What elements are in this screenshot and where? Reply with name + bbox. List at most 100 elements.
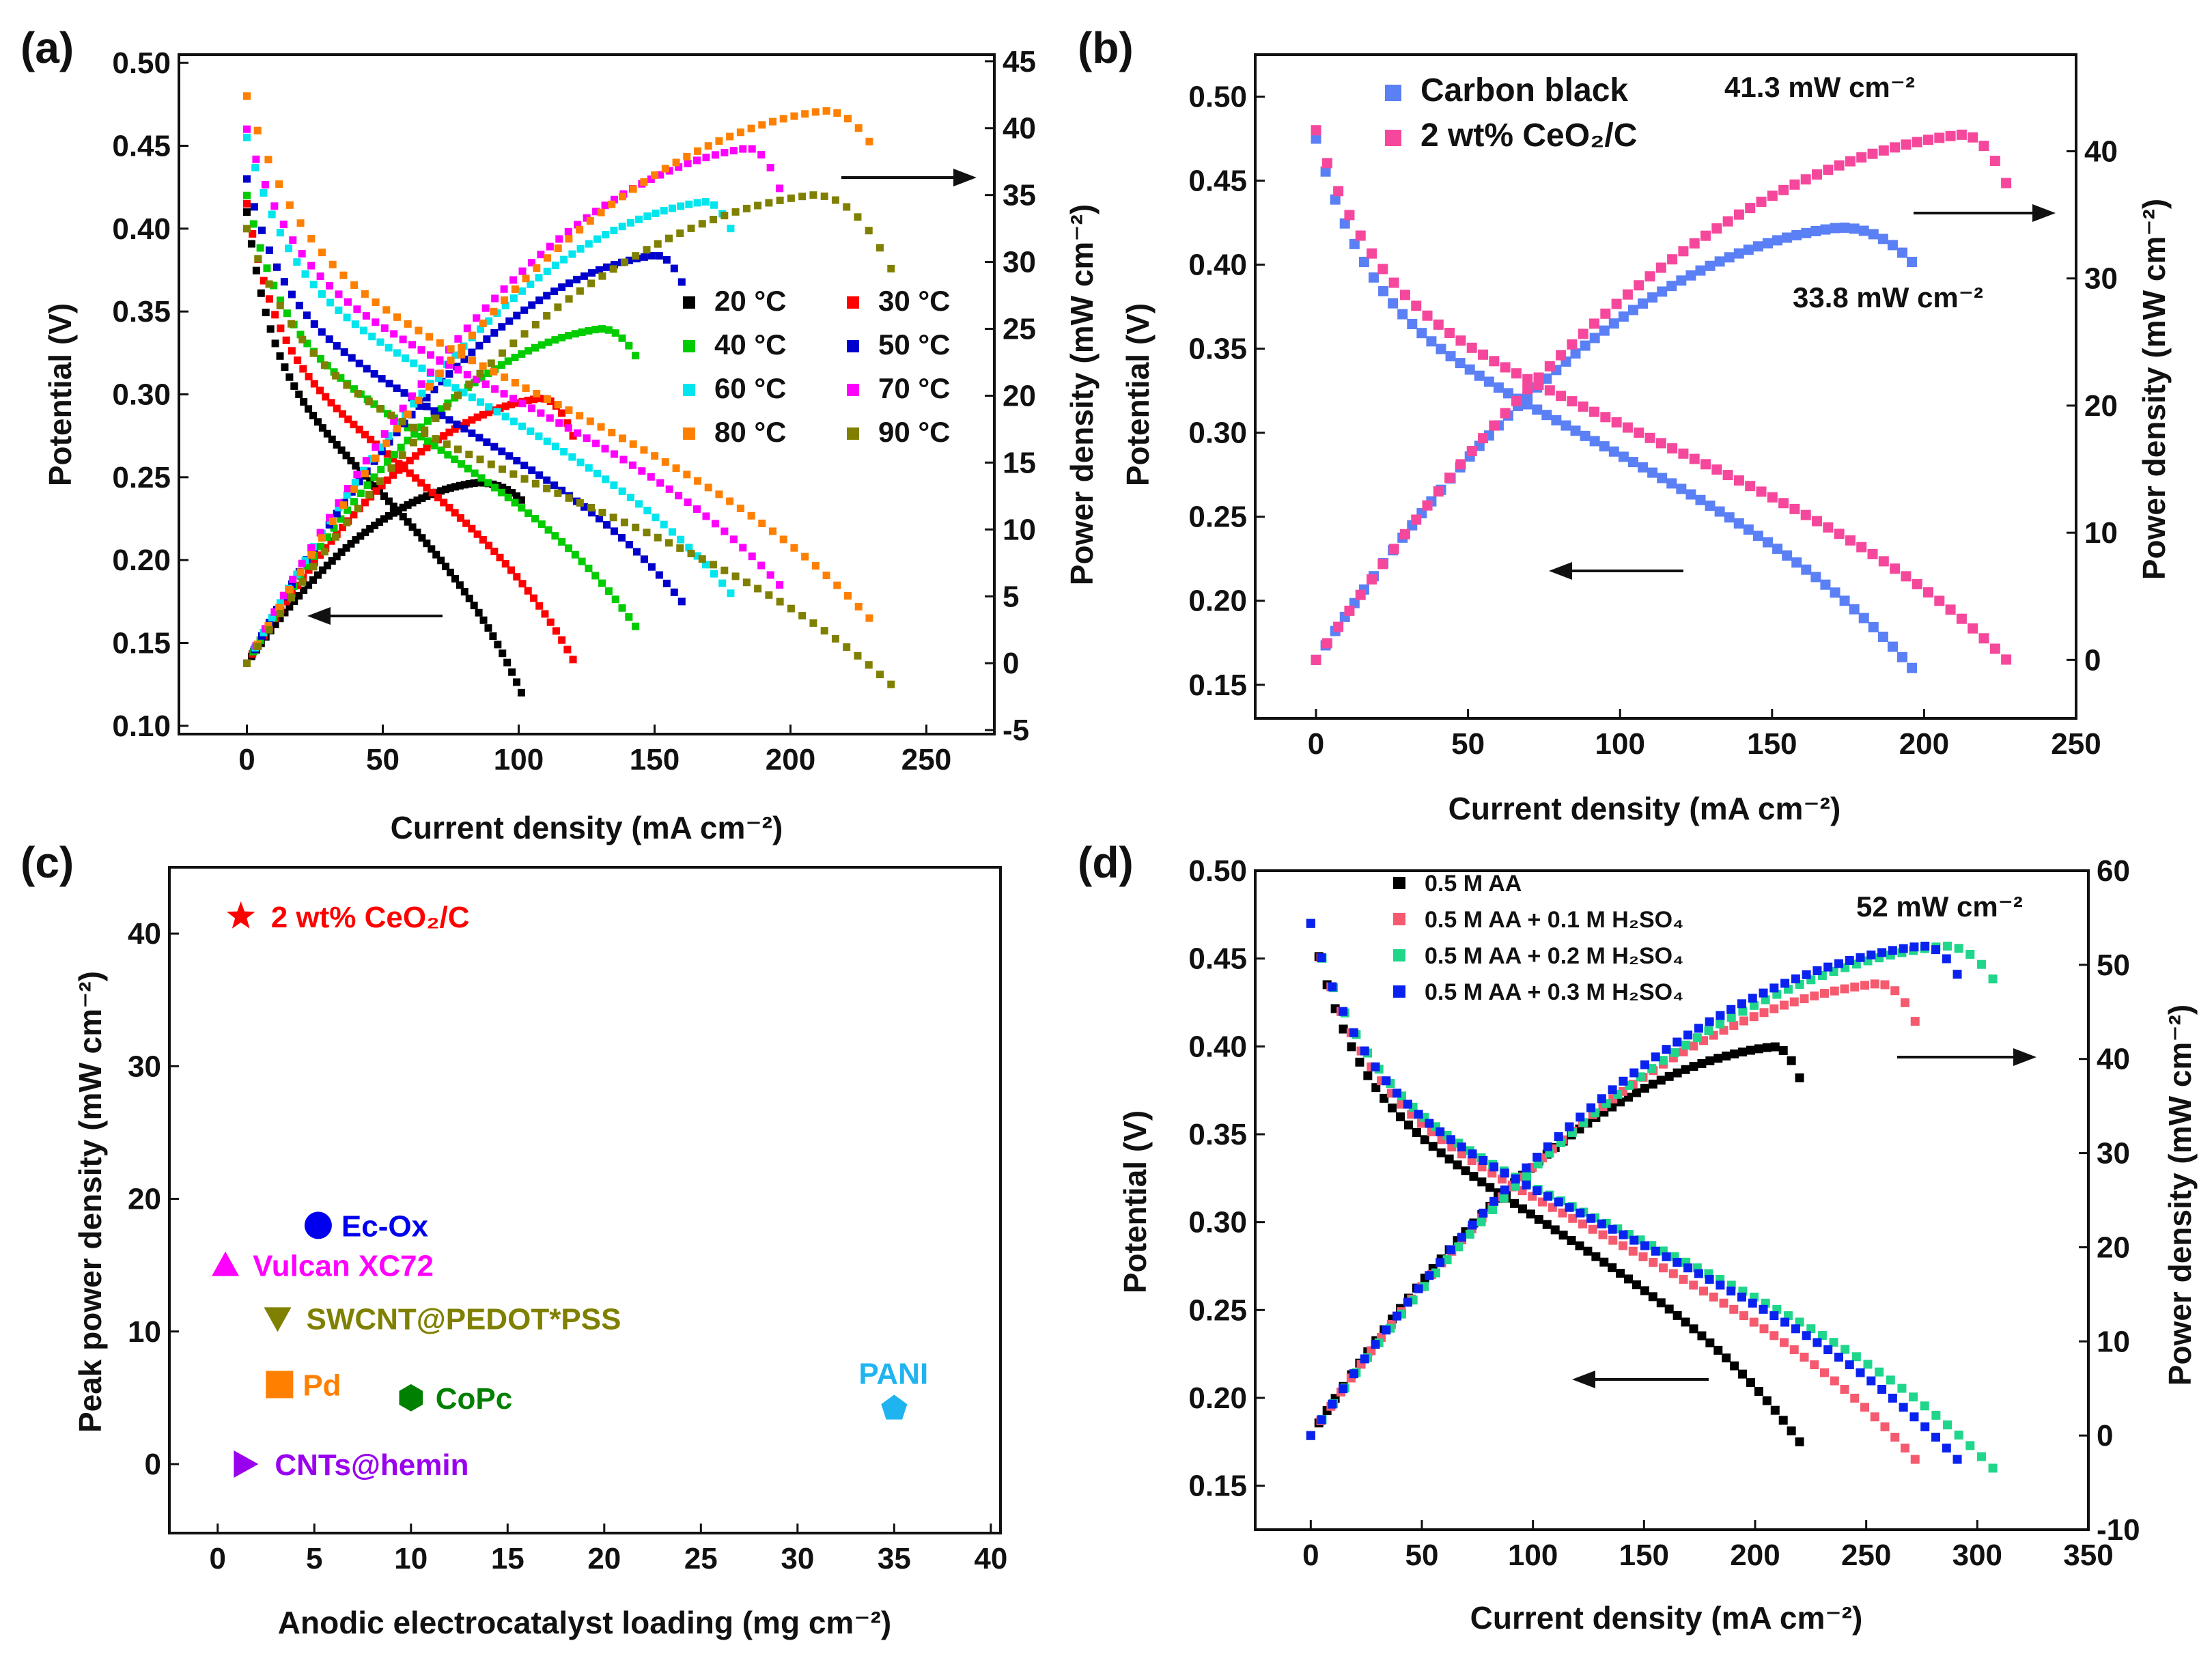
potential-point [1330,194,1341,205]
potential-point [296,219,305,227]
potential-point [1886,1375,1895,1385]
potential-point [503,658,512,666]
power-point [413,496,421,505]
power-point [307,551,316,559]
potential-point [372,298,380,307]
potential-point [371,482,379,490]
potential-point [1863,1360,1873,1369]
power-point [522,275,530,283]
potential-point [1901,571,1912,582]
power-point [1465,1229,1474,1239]
power-point [1834,160,1845,171]
potential-point [337,446,346,454]
power-point [1349,1369,1358,1379]
potential-point [1363,1071,1373,1080]
potential-point [1558,1208,1567,1218]
power-point [533,264,541,272]
potential-point [376,338,384,346]
potential-point [265,280,273,288]
potential-point [1483,376,1494,387]
x-tick-label: 200 [1730,1539,1780,1572]
potential-point [470,602,478,610]
potential-point [389,502,397,510]
potential-point [1817,1331,1827,1341]
power-point [1689,238,1700,249]
potential-point [522,384,530,392]
potential-point [473,376,481,384]
potential-point [462,519,471,527]
potential-point [1388,1104,1397,1113]
potential-point [1608,1235,1618,1245]
potential-point [565,406,573,415]
potential-point [322,393,330,401]
potential-point [370,400,378,408]
potential-point [428,488,436,496]
potential-point [628,461,636,469]
power-point [451,425,459,433]
panel-c-frame [168,866,1002,1534]
power-point [1912,137,1922,148]
power-point [264,621,272,630]
potential-point [343,313,351,322]
power-point [596,266,604,274]
y2-tick-label: 15 [1003,446,1036,479]
potential-point [316,272,324,281]
power-point [410,399,418,408]
power-point [513,311,521,320]
power-point [415,402,423,410]
potential-point [1371,1083,1381,1093]
power-point [662,256,671,264]
power-point [1444,473,1455,483]
power-point [1622,289,1633,300]
power-point [647,251,656,259]
series-2 [1311,125,2012,665]
potential-point [290,382,298,390]
potential-point [384,497,393,505]
potential-point [1503,388,1514,399]
potential-point [1311,133,1321,144]
potential-point [518,422,527,430]
potential-point [560,447,568,455]
power-point [546,242,554,251]
power-point [270,608,279,616]
potential-point [463,371,471,379]
legend-label: 0.5 M AA + 0.3 M H₂SO₄ [1425,979,1683,1005]
power-point [476,369,484,378]
potential-point [509,417,518,425]
potential-point [490,367,498,376]
potential-point [501,412,509,421]
potential-point [447,568,455,576]
potential-point [1795,1437,1804,1446]
power-point [361,529,369,537]
potential-point [272,263,281,271]
power-point [1570,348,1581,359]
potential-point [282,336,290,344]
legend-label: 90 °C [878,416,951,448]
power-point [518,287,527,295]
potential-point [468,524,476,533]
potential-point [1428,1142,1438,1151]
potential-point [1769,1311,1779,1321]
power-point [660,207,668,215]
legend-marker [683,384,695,396]
power-point [1830,223,1840,234]
power-point [585,326,593,335]
power-point [776,196,784,204]
potential-point [1399,290,1410,300]
potential-point [1897,651,1908,662]
power-point [1968,132,1978,143]
potential-point [279,221,288,229]
potential-point [473,530,481,538]
potential-point [563,645,572,654]
potential-point [602,475,610,483]
potential-point [1640,1286,1649,1295]
potential-point [1347,1042,1356,1052]
power-point [473,413,481,421]
potential-point [675,492,683,500]
potential-point [518,580,527,588]
power-point [298,559,306,567]
potential-point [354,389,362,397]
legend-marker [847,427,859,440]
